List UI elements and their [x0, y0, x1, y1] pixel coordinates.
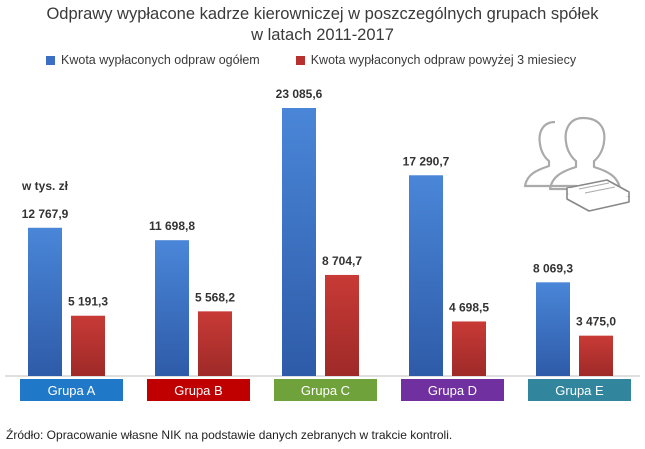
data-label-grupa-c-series-2: 8 704,7 [322, 254, 362, 268]
category-label-grupa-e: Grupa E [555, 383, 604, 398]
category-box-grupa-c [274, 379, 377, 401]
bar-grupa-e-series-2 [579, 335, 613, 376]
category-box-grupa-e [528, 379, 631, 401]
data-label-grupa-a-series-2: 5 191,3 [68, 295, 108, 309]
category-label-grupa-a: Grupa A [48, 383, 96, 398]
data-label-grupa-e-series-2: 3 475,0 [576, 315, 616, 329]
chart-title-line1: Odprawy wypłacone kadrze kierowniczej w … [46, 5, 599, 23]
legend-label-total: Kwota wypłaconych odpraw ogółem [61, 53, 260, 67]
bar-grupa-c-series-1 [282, 108, 316, 376]
bar-grupa-b-series-1 [155, 240, 189, 376]
category-box-grupa-b [147, 379, 250, 401]
people-money-icon [523, 116, 630, 212]
chart-legend: Kwota wypłaconych odpraw ogółem Kwota wy… [46, 53, 576, 67]
data-label-grupa-b-series-2: 5 568,2 [195, 290, 235, 304]
category-label-grupa-b: Grupa B [174, 383, 222, 398]
category-label-grupa-d: Grupa D [428, 383, 477, 398]
data-label-grupa-b-series-1: 11 698,8 [149, 219, 195, 233]
bar-grupa-d-series-2 [452, 321, 486, 376]
data-label-grupa-a-series-1: 12 767,9 [22, 207, 69, 221]
bar-grupa-b-series-2 [198, 311, 232, 376]
bar-grupa-d-series-1 [409, 175, 443, 376]
bar-grupa-e-series-1 [536, 282, 570, 376]
category-label-grupa-c: Grupa C [301, 383, 350, 398]
chart-title: Odprawy wypłacone kadrze kierowniczej w … [0, 4, 645, 46]
legend-label-over3: Kwota wypłaconych odpraw powyżej 3 miesi… [310, 53, 577, 67]
unit-label: w tys. zł [22, 179, 69, 193]
data-label-grupa-e-series-1: 8 069,3 [533, 261, 573, 275]
bar-grupa-a-series-2 [71, 315, 105, 376]
bar-grupa-c-series-2 [325, 274, 359, 376]
data-label-grupa-d-series-2: 4 698,5 [449, 300, 489, 314]
data-label-grupa-c-series-1: 23 085,6 [276, 87, 323, 101]
legend-item-total: Kwota wypłaconych odpraw ogółem [46, 53, 260, 67]
data-label-grupa-d-series-1: 17 290,7 [403, 154, 450, 168]
bar-grupa-a-series-1 [28, 227, 62, 376]
category-box-grupa-a [20, 379, 123, 401]
legend-swatch-total [46, 55, 55, 65]
source-note: Źródło: Opracowanie własne NIK na podsta… [6, 428, 453, 442]
category-box-grupa-d [401, 379, 504, 401]
legend-swatch-over3 [295, 55, 305, 65]
legend-item-over3: Kwota wypłaconych odpraw powyżej 3 miesi… [295, 53, 577, 67]
chart-title-line2: w latach 2011-2017 [251, 26, 394, 44]
